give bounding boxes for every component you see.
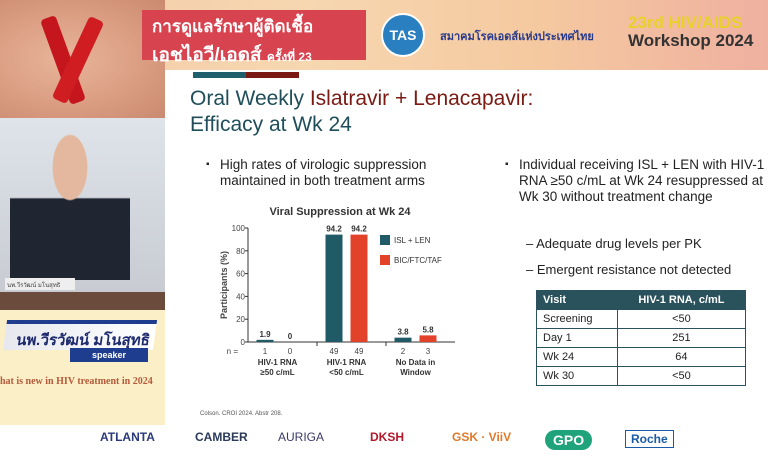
hands-ribbon-image (0, 0, 165, 118)
n-value: 0 (288, 347, 293, 356)
n-label: n = (227, 347, 239, 356)
table-row: Screening <50 (536, 309, 747, 329)
bar (394, 337, 412, 342)
sub-bullet-1: – Adequate drug levels per PK (526, 236, 702, 251)
nameplate: นพ.วีรวัฒน์ มโนสุทธิ (5, 278, 75, 290)
category-label: ≥50 c/mL (260, 368, 294, 377)
bar-value-label: 3.8 (397, 328, 409, 337)
y-tick-label: 60 (236, 270, 245, 279)
bar (256, 339, 274, 342)
n-value: 49 (330, 347, 339, 356)
n-value: 49 (355, 347, 364, 356)
chart-title: Viral Suppression at Wk 24 (269, 206, 411, 218)
event-title-line1: การดูแลรักษาผู้ติดเชื้อ (152, 17, 314, 36)
table-row: Wk 30 <50 (536, 366, 747, 386)
legend-swatch (380, 255, 390, 265)
bullet-2: Individual receiving ISL + LEN with HIV-… (505, 157, 767, 205)
n-value: 2 (401, 347, 406, 356)
y-tick-label: 100 (232, 224, 246, 233)
podium (0, 292, 165, 310)
y-tick-label: 20 (236, 315, 245, 324)
slide-title: Oral Weekly Islatravir + Lenacapavir: Eff… (190, 87, 534, 136)
sub-bullet-2: – Emergent resistance not detected (526, 262, 732, 277)
event-title-line2: เอชไอวี/เอดส์ (152, 45, 262, 66)
sponsor-logo: GSK · ViiV (452, 430, 512, 444)
legend-label: ISL + LEN (394, 236, 431, 245)
bar-value-label: 5.8 (422, 325, 434, 334)
y-tick-label: 40 (236, 292, 245, 301)
col-header: HIV-1 RNA, c/mL (616, 290, 747, 310)
bar-value-label: 0 (288, 332, 293, 341)
y-tick-label: 0 (241, 338, 246, 347)
event-title: การดูแลรักษาผู้ติดเชื้อ เอชไอวี/เอดส์ คร… (142, 10, 366, 66)
bar (350, 234, 368, 342)
bar-value-label: 1.9 (259, 330, 271, 339)
event-edition: ครั้งที่ 23 (266, 50, 312, 64)
bar (325, 234, 343, 342)
sponsor-logo: CAMBER (195, 430, 248, 444)
category-label: No Data in (396, 358, 436, 367)
sponsor-logo: AURIGA (278, 430, 325, 444)
sponsor-logo: Roche (625, 430, 674, 448)
talk-topic: hat is new in HIV treatment in 2024 (0, 376, 153, 387)
category-label: HIV-1 RNA (258, 358, 298, 367)
speaker-name: นพ.วีรวัฒน์ มโนสุทธิ (2, 320, 158, 350)
n-value: 1 (263, 347, 268, 356)
bar-value-label: 94.2 (351, 225, 367, 234)
bar-value-label: 94.2 (326, 225, 342, 234)
speaker-role: speaker (70, 348, 148, 362)
category-label: Window (400, 368, 431, 377)
accent-bar (193, 72, 299, 78)
table-row: Day 1 251 (536, 328, 747, 348)
legend-swatch (380, 235, 390, 245)
sponsor-logo: GPO (545, 430, 593, 450)
bar (419, 335, 437, 342)
col-header: Visit (536, 290, 618, 310)
citation: Colson. CROI 2024. Abstr 208. (200, 411, 283, 417)
category-label: <50 c/mL (329, 368, 364, 377)
n-value: 3 (426, 347, 431, 356)
y-tick-label: 80 (236, 247, 245, 256)
tas-logo: TAS (381, 13, 425, 57)
sponsor-logo: DKSH (370, 430, 405, 444)
table-row: Wk 24 64 (536, 347, 747, 367)
legend-label: BIC/FTC/TAF (394, 256, 442, 265)
category-label: HIV-1 RNA (327, 358, 367, 367)
sponsor-logo: ATLANTA (100, 430, 155, 444)
viral-suppression-chart: Viral Suppression at Wk 24 Participants (… (219, 206, 455, 377)
y-axis-label: Participants (%) (219, 251, 229, 319)
workshop-logo: 23rd HIV/AIDS Workshop 2024 (628, 13, 754, 50)
speaker-figure (10, 130, 130, 280)
bullet-1: High rates of virologic suppression main… (206, 157, 480, 189)
society-name: สมาคมโรคเอดส์แห่งประเทศไทย (440, 31, 594, 43)
